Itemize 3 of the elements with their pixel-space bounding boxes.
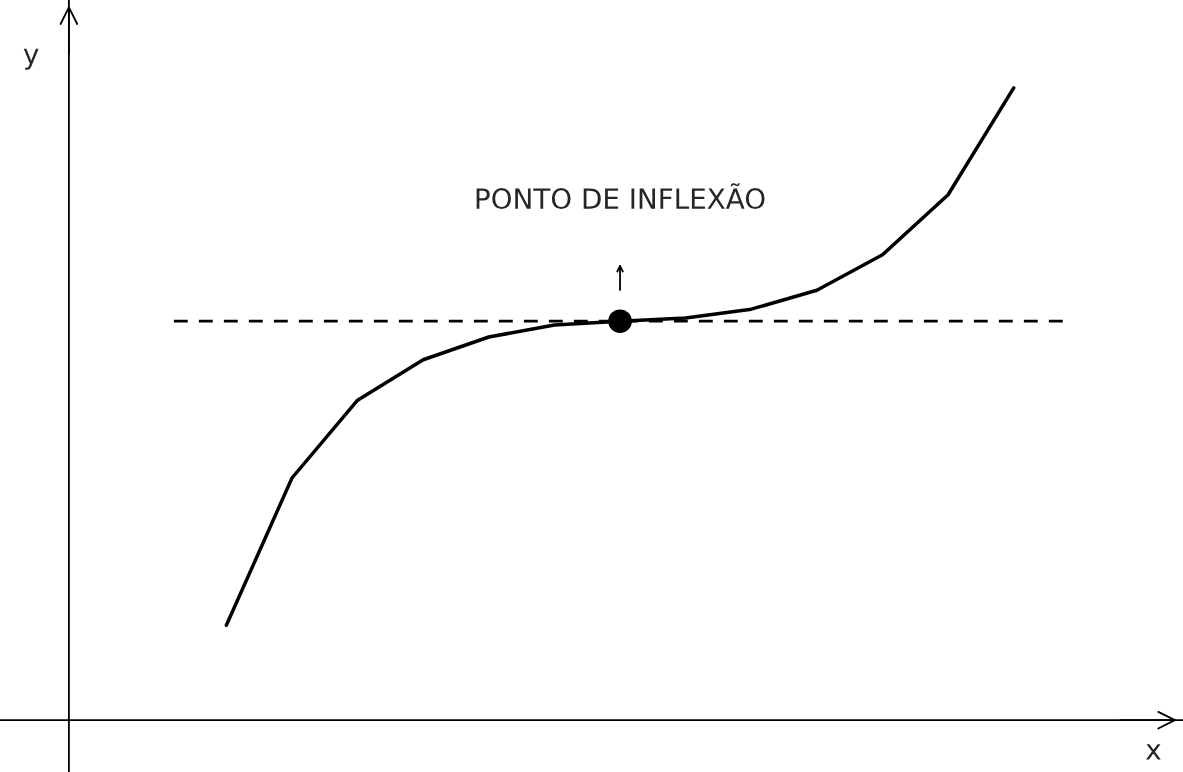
annotation: PONTO DE INFLEXÃO: [476, 183, 765, 210]
y-axis-title: y: [23, 48, 39, 70]
x-axis-title: x: [1146, 744, 1161, 760]
